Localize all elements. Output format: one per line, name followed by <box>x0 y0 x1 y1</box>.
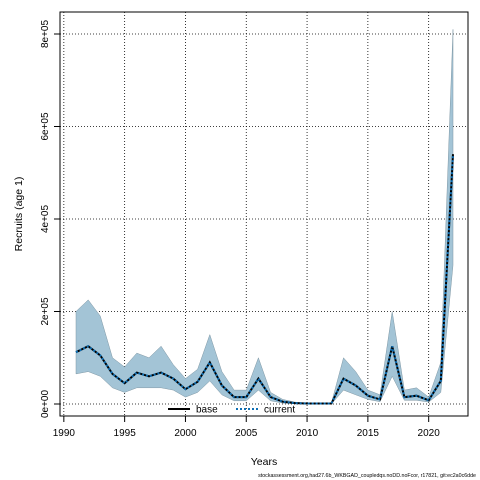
x-tick-label: 2010 <box>296 428 319 439</box>
plot-frame <box>59 11 469 417</box>
legend-label-base: base <box>196 405 218 416</box>
x-tick-label: 2015 <box>357 428 380 439</box>
x-axis-label: Years <box>251 456 277 468</box>
x-axis: 1990 1995 2000 2005 2010 2015 2020 <box>53 416 441 439</box>
x-tick-label: 2020 <box>418 428 441 439</box>
x-tick-label: 2000 <box>174 428 197 439</box>
grid-lines <box>60 12 468 416</box>
y-tick-label: 2e+05 <box>40 297 51 326</box>
y-tick-label: 8e+05 <box>40 20 51 49</box>
confidence-band <box>75 29 454 405</box>
y-tick-label: 6e+05 <box>40 112 51 141</box>
x-tick-label: 1995 <box>114 428 137 439</box>
y-axis-label: Recruits (age 1) <box>13 177 25 252</box>
caption: stockassessment.org,had27.6b_WKBGAD_coup… <box>258 473 476 479</box>
y-tick-label: 0e+00 <box>40 390 51 419</box>
x-tick-label: 1990 <box>53 428 76 439</box>
legend: base current <box>168 405 295 416</box>
y-axis: 0e+00 2e+05 4e+05 6e+05 8e+05 <box>40 20 60 419</box>
legend-label-current: current <box>264 405 295 416</box>
y-tick-label: 4e+05 <box>40 205 51 234</box>
series-line-current <box>75 154 454 405</box>
series-lines <box>75 154 454 405</box>
x-tick-label: 2005 <box>235 428 258 439</box>
